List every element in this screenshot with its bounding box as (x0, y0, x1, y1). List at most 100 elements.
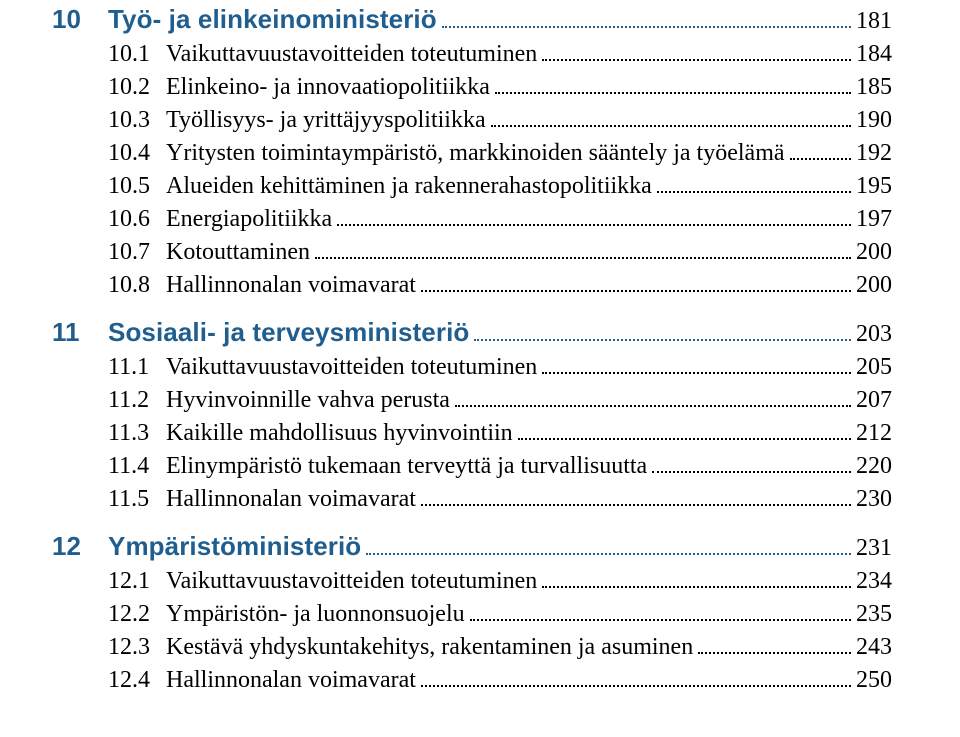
leader-dots (455, 405, 851, 407)
section-page: 250 (856, 667, 892, 694)
section-page: 200 (856, 239, 892, 266)
section-title: Elinkeino- ja innovaatiopolitiikka (166, 74, 490, 101)
toc-section: 10.6Energiapolitiikka 197 (52, 206, 892, 233)
chapter-title: Ympäristöministeriö (108, 531, 361, 562)
leader-dots (495, 92, 851, 94)
toc-section: 12.4Hallinnonalan voimavarat 250 (52, 667, 892, 694)
toc-section: 11.1Vaikuttavuustavoitteiden toteutumine… (52, 354, 892, 381)
leader-dots (442, 26, 851, 28)
section-page: 205 (856, 354, 892, 381)
leader-dots (421, 685, 851, 687)
section-number: 12.2 (108, 601, 166, 628)
section-number: 11.5 (108, 486, 166, 513)
section-number: 10.2 (108, 74, 166, 101)
section-title: Kestävä yhdyskuntakehitys, rakentaminen … (166, 634, 693, 661)
section-page: 234 (856, 568, 892, 595)
section-number: 10.5 (108, 173, 166, 200)
section-page: 195 (856, 173, 892, 200)
leader-dots (421, 290, 851, 292)
toc-section: 11.4Elinympäristö tukemaan terveyttä ja … (52, 453, 892, 480)
section-title: Kaikille mahdollisuus hyvinvointiin (166, 420, 513, 447)
section-title: Elinympäristö tukemaan terveyttä ja turv… (166, 453, 647, 480)
leader-dots (474, 339, 851, 341)
section-page: 200 (856, 272, 892, 299)
section-number: 12.4 (108, 667, 166, 694)
leader-dots (542, 586, 851, 588)
leader-dots (698, 652, 851, 654)
chapter-page: 231 (856, 535, 892, 562)
toc-chapter: 10Työ- ja elinkeinoministeriö 181 (52, 4, 892, 35)
section-number: 11.2 (108, 387, 166, 414)
leader-dots (366, 553, 851, 555)
section-page: 235 (856, 601, 892, 628)
section-title: Yritysten toimintaympäristö, markkinoide… (166, 140, 785, 167)
chapter-number: 12 (52, 531, 108, 562)
toc-section: 10.4Yritysten toimintaympäristö, markkin… (52, 140, 892, 167)
section-number: 11.4 (108, 453, 166, 480)
section-page: 197 (856, 206, 892, 233)
leader-dots (421, 504, 851, 506)
leader-dots (657, 191, 851, 193)
chapter-number: 10 (52, 4, 108, 35)
section-number: 10.3 (108, 107, 166, 134)
toc-section: 11.3Kaikille mahdollisuus hyvinvointiin 2… (52, 420, 892, 447)
section-number: 10.8 (108, 272, 166, 299)
section-title: Ympäristön- ja luonnonsuojelu (166, 601, 465, 628)
table-of-contents: 10Työ- ja elinkeinoministeriö18110.1Vaik… (52, 4, 892, 694)
section-number: 11.1 (108, 354, 166, 381)
leader-dots (337, 224, 851, 226)
section-title: Kotouttaminen (166, 239, 310, 266)
chapter-number: 11 (52, 317, 108, 348)
toc-section: 10.8Hallinnonalan voimavarat 200 (52, 272, 892, 299)
leader-dots (470, 619, 851, 621)
section-title: Vaikuttavuustavoitteiden toteutuminen (166, 41, 537, 68)
leader-dots (542, 372, 851, 374)
toc-section: 10.1Vaikuttavuustavoitteiden toteutumine… (52, 41, 892, 68)
toc-section: 12.1Vaikuttavuustavoitteiden toteutumine… (52, 568, 892, 595)
section-number: 10.1 (108, 41, 166, 68)
section-number: 11.3 (108, 420, 166, 447)
section-page: 230 (856, 486, 892, 513)
section-title: Vaikuttavuustavoitteiden toteutuminen (166, 354, 537, 381)
toc-section: 10.3Työllisyys- ja yrittäjyyspolitiikka 1… (52, 107, 892, 134)
toc-section: 12.2Ympäristön- ja luonnonsuojelu 235 (52, 601, 892, 628)
section-page: 220 (856, 453, 892, 480)
section-page: 184 (856, 41, 892, 68)
toc-chapter: 12Ympäristöministeriö 231 (52, 531, 892, 562)
leader-dots (315, 257, 851, 259)
section-title: Hallinnonalan voimavarat (166, 272, 416, 299)
chapter-page: 181 (856, 8, 892, 35)
leader-dots (790, 158, 851, 160)
toc-section: 11.5Hallinnonalan voimavarat 230 (52, 486, 892, 513)
toc-chapter: 11Sosiaali- ja terveysministeriö 203 (52, 317, 892, 348)
section-title: Vaikuttavuustavoitteiden toteutuminen (166, 568, 537, 595)
section-number: 10.4 (108, 140, 166, 167)
toc-section: 12.3Kestävä yhdyskuntakehitys, rakentami… (52, 634, 892, 661)
section-title: Energiapolitiikka (166, 206, 332, 233)
section-title: Hallinnonalan voimavarat (166, 667, 416, 694)
leader-dots (542, 59, 851, 61)
chapter-page: 203 (856, 321, 892, 348)
toc-section: 10.5Alueiden kehittäminen ja rakenneraha… (52, 173, 892, 200)
section-title: Hyvinvoinnille vahva perusta (166, 387, 450, 414)
leader-dots (652, 471, 851, 473)
section-title: Hallinnonalan voimavarat (166, 486, 416, 513)
section-number: 12.3 (108, 634, 166, 661)
toc-section: 10.2Elinkeino- ja innovaatiopolitiikka 18… (52, 74, 892, 101)
section-page: 243 (856, 634, 892, 661)
section-number: 10.6 (108, 206, 166, 233)
leader-dots (491, 125, 851, 127)
section-title: Alueiden kehittäminen ja rakennerahastop… (166, 173, 652, 200)
section-page: 192 (856, 140, 892, 167)
chapter-title: Työ- ja elinkeinoministeriö (108, 4, 437, 35)
section-title: Työllisyys- ja yrittäjyyspolitiikka (166, 107, 486, 134)
section-page: 190 (856, 107, 892, 134)
section-number: 12.1 (108, 568, 166, 595)
section-page: 207 (856, 387, 892, 414)
chapter-title: Sosiaali- ja terveysministeriö (108, 317, 469, 348)
section-number: 10.7 (108, 239, 166, 266)
section-page: 212 (856, 420, 892, 447)
section-page: 185 (856, 74, 892, 101)
toc-section: 11.2Hyvinvoinnille vahva perusta 207 (52, 387, 892, 414)
leader-dots (518, 438, 851, 440)
